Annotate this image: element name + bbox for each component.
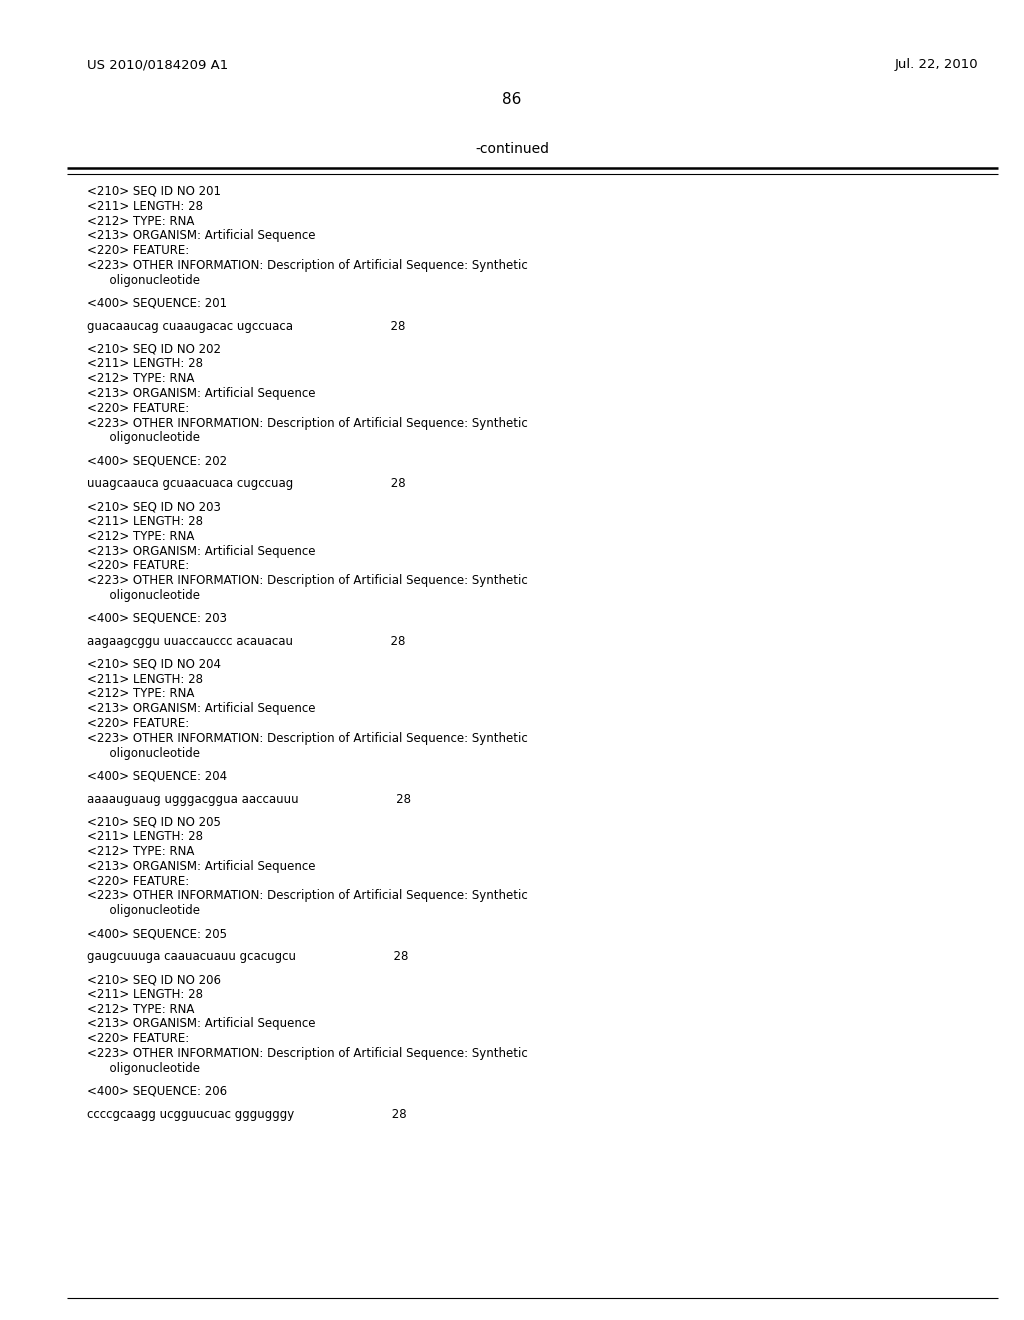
Text: <212> TYPE: RNA: <212> TYPE: RNA: [87, 1003, 195, 1015]
Text: <213> ORGANISM: Artificial Sequence: <213> ORGANISM: Artificial Sequence: [87, 859, 315, 873]
Text: <223> OTHER INFORMATION: Description of Artificial Sequence: Synthetic: <223> OTHER INFORMATION: Description of …: [87, 731, 527, 744]
Text: <212> TYPE: RNA: <212> TYPE: RNA: [87, 688, 195, 701]
Text: oligonucleotide: oligonucleotide: [87, 1061, 200, 1074]
Text: <210> SEQ ID NO 202: <210> SEQ ID NO 202: [87, 343, 221, 355]
Text: <212> TYPE: RNA: <212> TYPE: RNA: [87, 529, 195, 543]
Text: <223> OTHER INFORMATION: Description of Artificial Sequence: Synthetic: <223> OTHER INFORMATION: Description of …: [87, 259, 527, 272]
Text: oligonucleotide: oligonucleotide: [87, 904, 200, 917]
Text: ccccgcaagg ucgguucuac gggugggу                          28: ccccgcaagg ucgguucuac gggugggу 28: [87, 1107, 407, 1121]
Text: oligonucleotide: oligonucleotide: [87, 432, 200, 445]
Text: 86: 86: [503, 92, 521, 107]
Text: <211> LENGTH: 28: <211> LENGTH: 28: [87, 358, 203, 371]
Text: oligonucleotide: oligonucleotide: [87, 273, 200, 286]
Text: <210> SEQ ID NO 201: <210> SEQ ID NO 201: [87, 185, 221, 198]
Text: <223> OTHER INFORMATION: Description of Artificial Sequence: Synthetic: <223> OTHER INFORMATION: Description of …: [87, 574, 527, 587]
Text: US 2010/0184209 A1: US 2010/0184209 A1: [87, 58, 228, 71]
Text: <220> FEATURE:: <220> FEATURE:: [87, 1032, 189, 1045]
Text: <210> SEQ ID NO 203: <210> SEQ ID NO 203: [87, 500, 221, 513]
Text: <220> FEATURE:: <220> FEATURE:: [87, 560, 189, 573]
Text: uuagcaauca gcuaacuaca cugccuag                          28: uuagcaauca gcuaacuaca cugccuag 28: [87, 478, 406, 490]
Text: <220> FEATURE:: <220> FEATURE:: [87, 244, 189, 257]
Text: <220> FEATURE:: <220> FEATURE:: [87, 717, 189, 730]
Text: <213> ORGANISM: Artificial Sequence: <213> ORGANISM: Artificial Sequence: [87, 387, 315, 400]
Text: <400> SEQUENCE: 205: <400> SEQUENCE: 205: [87, 927, 227, 940]
Text: <400> SEQUENCE: 204: <400> SEQUENCE: 204: [87, 770, 227, 783]
Text: oligonucleotide: oligonucleotide: [87, 747, 200, 759]
Text: <210> SEQ ID NO 206: <210> SEQ ID NO 206: [87, 973, 221, 986]
Text: <211> LENGTH: 28: <211> LENGTH: 28: [87, 830, 203, 843]
Text: <213> ORGANISM: Artificial Sequence: <213> ORGANISM: Artificial Sequence: [87, 1018, 315, 1031]
Text: gaugcuuuga caauacuauu gcacugcu                          28: gaugcuuuga caauacuauu gcacugcu 28: [87, 950, 409, 964]
Text: <213> ORGANISM: Artificial Sequence: <213> ORGANISM: Artificial Sequence: [87, 230, 315, 243]
Text: <400> SEQUENCE: 202: <400> SEQUENCE: 202: [87, 454, 227, 467]
Text: <223> OTHER INFORMATION: Description of Artificial Sequence: Synthetic: <223> OTHER INFORMATION: Description of …: [87, 890, 527, 903]
Text: oligonucleotide: oligonucleotide: [87, 589, 200, 602]
Text: aagaagcggu uuaccauccc acauacau                          28: aagaagcggu uuaccauccc acauacau 28: [87, 635, 406, 648]
Text: <210> SEQ ID NO 205: <210> SEQ ID NO 205: [87, 816, 221, 829]
Text: <211> LENGTH: 28: <211> LENGTH: 28: [87, 987, 203, 1001]
Text: <212> TYPE: RNA: <212> TYPE: RNA: [87, 372, 195, 385]
Text: <212> TYPE: RNA: <212> TYPE: RNA: [87, 215, 195, 227]
Text: <400> SEQUENCE: 203: <400> SEQUENCE: 203: [87, 612, 227, 624]
Text: <212> TYPE: RNA: <212> TYPE: RNA: [87, 845, 195, 858]
Text: Jul. 22, 2010: Jul. 22, 2010: [894, 58, 978, 71]
Text: <223> OTHER INFORMATION: Description of Artificial Sequence: Synthetic: <223> OTHER INFORMATION: Description of …: [87, 417, 527, 429]
Text: aaaauguaug ugggacggua aaccauuu                          28: aaaauguaug ugggacggua aaccauuu 28: [87, 792, 411, 805]
Text: <400> SEQUENCE: 206: <400> SEQUENCE: 206: [87, 1085, 227, 1098]
Text: <223> OTHER INFORMATION: Description of Artificial Sequence: Synthetic: <223> OTHER INFORMATION: Description of …: [87, 1047, 527, 1060]
Text: <220> FEATURE:: <220> FEATURE:: [87, 875, 189, 887]
Text: <211> LENGTH: 28: <211> LENGTH: 28: [87, 515, 203, 528]
Text: <211> LENGTH: 28: <211> LENGTH: 28: [87, 673, 203, 685]
Text: guacaaucag cuaaugacac ugccuaca                          28: guacaaucag cuaaugacac ugccuaca 28: [87, 319, 406, 333]
Text: <211> LENGTH: 28: <211> LENGTH: 28: [87, 199, 203, 213]
Text: <400> SEQUENCE: 201: <400> SEQUENCE: 201: [87, 297, 227, 310]
Text: <213> ORGANISM: Artificial Sequence: <213> ORGANISM: Artificial Sequence: [87, 545, 315, 557]
Text: -continued: -continued: [475, 143, 549, 156]
Text: <210> SEQ ID NO 204: <210> SEQ ID NO 204: [87, 657, 221, 671]
Text: <220> FEATURE:: <220> FEATURE:: [87, 401, 189, 414]
Text: <213> ORGANISM: Artificial Sequence: <213> ORGANISM: Artificial Sequence: [87, 702, 315, 715]
